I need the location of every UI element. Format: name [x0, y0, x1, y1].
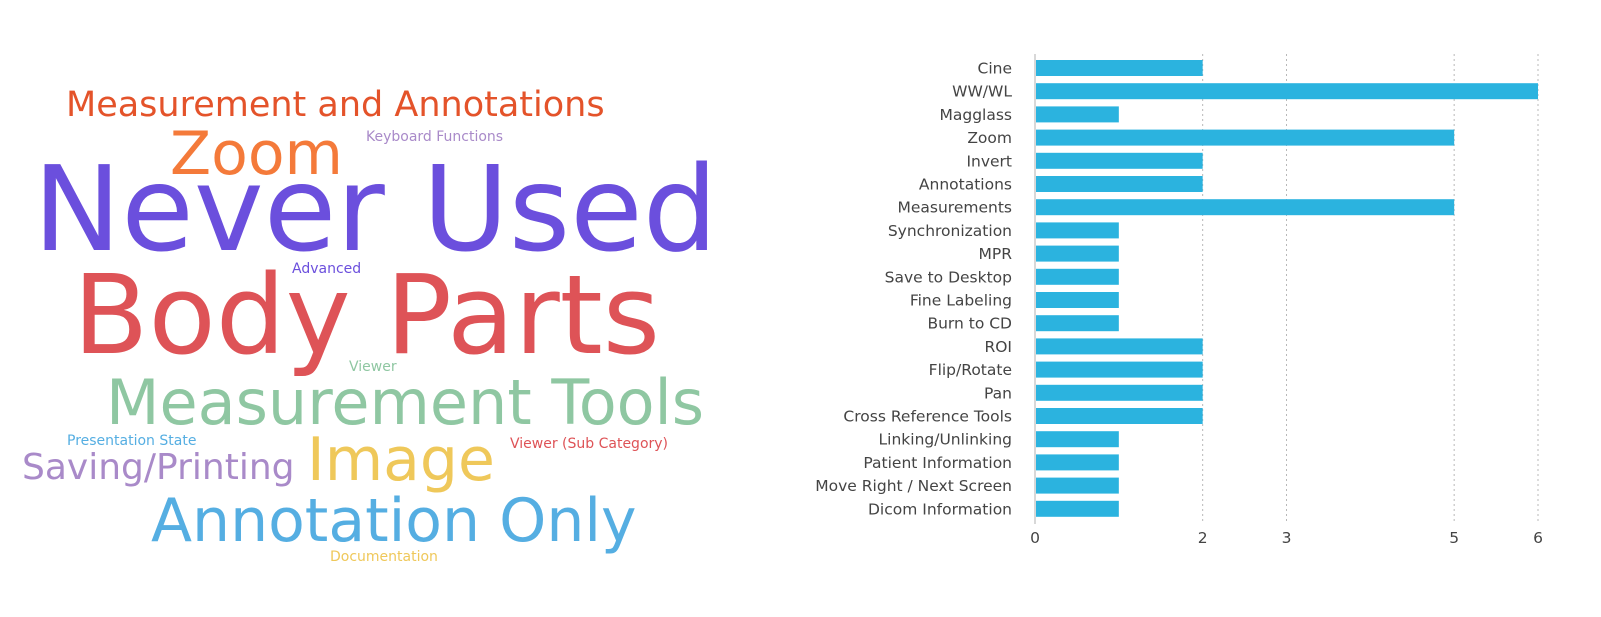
bar — [1036, 384, 1203, 401]
bar — [1036, 222, 1119, 239]
x-tick-label: 3 — [1282, 529, 1292, 547]
word-measurement-and-annotations: Measurement and Annotations — [66, 85, 605, 125]
bar — [1036, 431, 1119, 448]
category-label: Fine Labeling — [910, 292, 1012, 310]
bar — [1036, 176, 1203, 192]
word-measurement-tools: Measurement Tools — [106, 366, 705, 439]
word-never-used: Never Used — [33, 140, 718, 278]
bar — [1036, 268, 1119, 285]
bar — [1036, 454, 1119, 471]
word-saving-printing: Saving/Printing — [22, 447, 295, 488]
word-documentation: Documentation — [330, 549, 438, 565]
word-cloud: Measurement and Annotations Zoom Keyboar… — [0, 0, 760, 617]
bar — [1036, 106, 1119, 123]
bars — [1036, 60, 1538, 517]
category-label: Linking/Unlinking — [879, 431, 1012, 449]
bar — [1036, 129, 1455, 146]
category-label: Flip/Rotate — [929, 361, 1012, 379]
x-axis-ticks: 0 2 3 5 6 — [1030, 529, 1543, 547]
category-labels: Cine WW/WL Magglass Zoom Invert Annotations Me… — [815, 60, 1012, 519]
word-image: Image — [307, 425, 495, 495]
category-label: Measurements — [898, 199, 1013, 217]
x-tick-label: 2 — [1198, 529, 1208, 547]
category-label: ROI — [984, 338, 1012, 356]
x-tick-label: 6 — [1533, 529, 1543, 547]
bar — [1036, 477, 1119, 494]
category-label: Patient Information — [863, 454, 1012, 472]
bar — [1036, 83, 1538, 100]
word-annotation-only: Annotation Only — [151, 486, 637, 556]
category-label: Dicom Information — [868, 500, 1012, 518]
category-label: Synchronization — [888, 222, 1012, 240]
bar — [1036, 199, 1455, 216]
bar — [1036, 408, 1203, 424]
word-viewer-sub-category: Viewer (Sub Category) — [510, 436, 669, 452]
category-label: Cross Reference Tools — [843, 408, 1012, 426]
bar — [1036, 315, 1119, 332]
word-body-parts: Body Parts — [73, 251, 661, 379]
word-advanced: Advanced — [292, 261, 362, 277]
bar — [1036, 60, 1203, 76]
bar — [1036, 292, 1119, 308]
category-label: MPR — [979, 245, 1013, 263]
word-viewer: Viewer — [349, 359, 397, 375]
grid-lines — [1034, 54, 1539, 524]
category-label: Zoom — [967, 129, 1012, 147]
bar — [1036, 338, 1203, 355]
bar — [1036, 361, 1203, 378]
word-zoom: Zoom — [170, 119, 343, 189]
bar — [1036, 152, 1203, 169]
category-label: Invert — [966, 152, 1012, 170]
category-label: Pan — [984, 384, 1012, 402]
category-label: Save to Desktop — [885, 268, 1012, 286]
word-presentation-state: Presentation State — [67, 433, 197, 449]
bar — [1036, 500, 1119, 517]
category-label: Burn to CD — [927, 315, 1012, 333]
x-tick-label: 5 — [1449, 529, 1459, 547]
category-label: Move Right / Next Screen — [815, 477, 1012, 495]
category-label: WW/WL — [952, 83, 1012, 101]
category-label: Cine — [978, 60, 1013, 78]
bar — [1036, 245, 1119, 262]
word-keyboard-functions: Keyboard Functions — [366, 129, 504, 145]
category-label: Magglass — [939, 106, 1012, 124]
category-label: Annotations — [919, 176, 1012, 194]
bar-chart: Cine WW/WL Magglass Zoom Invert Annotations Me… — [815, 54, 1543, 547]
x-tick-label: 0 — [1030, 529, 1040, 547]
